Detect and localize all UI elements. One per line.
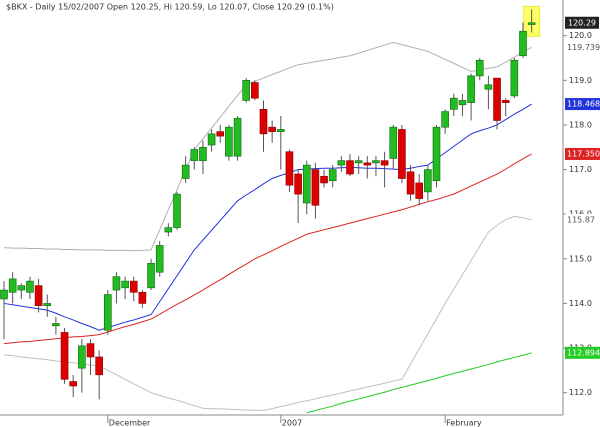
candle-body	[328, 169, 337, 182]
candle-body	[86, 343, 95, 358]
candle-body	[181, 164, 190, 179]
indicator-value-label: 117.350	[567, 149, 600, 158]
candle-body	[424, 169, 432, 193]
candle-body	[190, 149, 199, 161]
candle-body	[302, 164, 311, 204]
x-tick-label: 2007	[282, 419, 302, 427]
candle-body	[285, 151, 294, 186]
candle-body	[337, 160, 346, 166]
last-price-label: 120.29	[568, 18, 596, 27]
indicator-line	[3, 103, 532, 331]
candle-body	[467, 75, 475, 103]
candle-body	[52, 323, 60, 327]
indicator-line	[3, 153, 532, 345]
candle-body	[320, 175, 328, 184]
candle-body	[398, 129, 406, 179]
y-tick-label: 112.0	[569, 388, 592, 397]
candle-body	[95, 356, 103, 376]
candle-body	[251, 82, 259, 99]
candle-body	[449, 97, 458, 110]
candle-body	[0, 289, 8, 300]
indicator-value-box	[565, 213, 600, 226]
candle-body	[527, 22, 536, 25]
candle-body	[493, 77, 501, 121]
y-tick-label: 117.0	[569, 165, 592, 174]
candle-body	[510, 59, 519, 97]
indicator-value-label: 119.739	[567, 43, 600, 52]
candle-body	[34, 285, 43, 306]
y-tick-label: 120.0	[569, 31, 592, 40]
y-tick-label: 115.0	[569, 254, 592, 263]
candle-body	[17, 285, 26, 291]
candle-body	[121, 280, 129, 289]
y-tick-label: 119.0	[569, 76, 592, 85]
candle-body	[43, 303, 52, 306]
chart-title: $BKX - Daily 15/02/2007 Open 120.25, Hi …	[6, 3, 334, 12]
candle-body	[233, 117, 242, 157]
indicator-value-box	[565, 41, 600, 54]
candle-body	[363, 162, 372, 166]
candle-body	[129, 280, 138, 293]
candle-body	[155, 245, 164, 273]
candle-body	[501, 100, 510, 103]
candle-body	[259, 109, 268, 135]
candle-body	[346, 160, 354, 175]
candle-body	[173, 193, 181, 228]
candle-body	[78, 345, 86, 369]
candle-body	[484, 84, 493, 90]
candle-body	[242, 80, 250, 101]
indicator-line	[306, 352, 532, 414]
candle-body	[432, 126, 441, 182]
indicator-line	[3, 215, 532, 412]
candle-body	[311, 169, 320, 206]
candle-body	[294, 173, 302, 195]
last-price-box	[565, 16, 599, 29]
candle-body	[268, 126, 276, 132]
candle-body	[69, 381, 77, 387]
candle-body	[60, 332, 69, 380]
candle-body	[276, 129, 285, 132]
candle-body	[147, 262, 155, 289]
candle-body	[519, 30, 527, 57]
candle-body	[225, 126, 233, 157]
candle-body	[354, 160, 363, 164]
candle-body	[458, 100, 467, 106]
indicator-value-box	[565, 346, 600, 359]
candle-body	[216, 131, 225, 137]
candle-body	[104, 294, 112, 331]
candle-body	[441, 111, 449, 128]
candle-body	[415, 182, 424, 199]
indicator-value-label: 112.894	[567, 348, 600, 357]
x-tick-label: December	[109, 419, 151, 427]
indicator-value-box	[565, 98, 600, 111]
candle-body	[112, 276, 121, 291]
candle-body	[380, 160, 389, 166]
candle-body	[389, 126, 398, 159]
candle-body	[138, 291, 147, 304]
candle-body	[26, 280, 34, 293]
indicator-value-label: 118.468	[567, 100, 600, 109]
candle-body	[164, 227, 173, 233]
candle-body	[406, 171, 415, 195]
indicator-value-label: 115.87	[567, 215, 595, 224]
candle-body	[8, 278, 17, 293]
indicator-line	[3, 41, 532, 252]
y-tick-label: 114.0	[569, 299, 592, 308]
x-tick-label: February	[446, 419, 482, 427]
candle-body	[199, 146, 207, 161]
candle-body	[207, 133, 216, 146]
candle-body	[372, 160, 380, 164]
indicator-value-box	[565, 147, 600, 160]
y-tick-label: 118.0	[569, 120, 592, 129]
candle-body	[475, 59, 484, 77]
